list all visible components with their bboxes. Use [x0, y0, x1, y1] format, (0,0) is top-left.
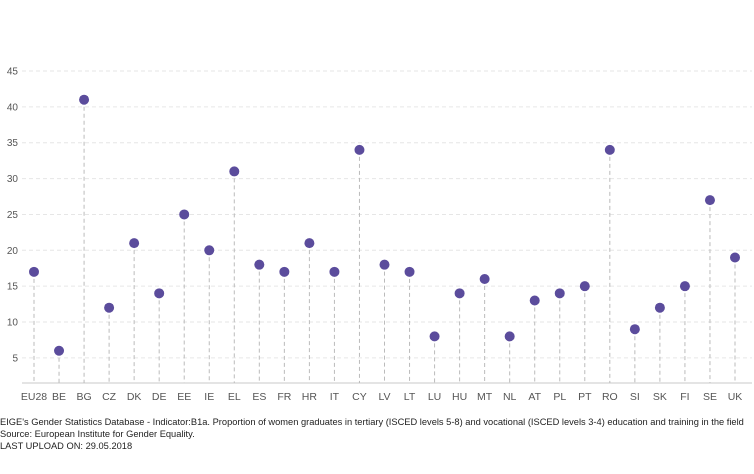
footer-source: Source: European Institute for Gender Eq… — [0, 429, 195, 439]
y-tick-label: 35 — [7, 138, 19, 149]
data-point-pt — [579, 281, 590, 292]
x-tick-label: ES — [252, 391, 266, 400]
y-tick-label: 10 — [7, 318, 19, 329]
x-tick-label: LV — [378, 391, 390, 400]
x-tick-label: FI — [680, 391, 689, 400]
x-tick-label: FR — [277, 391, 291, 400]
x-tick-label: IT — [330, 391, 340, 400]
data-point-nl — [504, 331, 515, 342]
x-tick-label: SE — [703, 391, 717, 400]
y-tick-label: 40 — [7, 102, 19, 113]
x-tick-label: UK — [728, 391, 743, 400]
data-point-be — [54, 345, 65, 356]
data-point-lt — [404, 266, 415, 277]
x-tick-label: PL — [553, 391, 566, 400]
lollipop-chart: 5 10 15 20 25 30 35 40 45 EU28 BE BG CZ DK DE EE IE EL ES F… — [7, 67, 752, 400]
x-tick-label: EU28 — [21, 391, 47, 400]
data-point-mt — [479, 274, 490, 284]
x-tick-label: NL — [503, 391, 517, 400]
data-point-se — [704, 195, 715, 206]
x-tick-label: EL — [228, 391, 241, 400]
data-point-cz — [104, 302, 115, 313]
y-tick-label: 30 — [7, 174, 19, 185]
footer-upload-date: LAST UPLOAD ON: 29.05.2018 — [0, 441, 133, 451]
data-point-fr — [279, 266, 290, 277]
x-tick-label: EE — [177, 391, 191, 400]
data-point-it — [329, 266, 340, 277]
x-tick-label: LT — [404, 391, 416, 400]
x-tick-label: RO — [602, 391, 618, 400]
data-point-cy — [354, 144, 365, 155]
x-tick-label: SK — [653, 391, 667, 400]
data-point-es — [254, 259, 265, 270]
x-tick-label: BE — [52, 391, 66, 400]
x-tick-label: AT — [528, 391, 541, 400]
x-tick-label: DE — [152, 391, 167, 400]
x-tick-label: DK — [127, 391, 142, 400]
data-point-hr — [304, 238, 315, 249]
data-point-at — [529, 295, 540, 306]
x-tick-label: LU — [428, 391, 441, 400]
x-tick-label: PT — [578, 391, 592, 400]
data-point-bg — [79, 94, 90, 105]
footer-indicator: EIGE's Gender Statistics Database - Indi… — [0, 417, 744, 427]
data-point-eu28 — [29, 266, 39, 277]
data-point-lv — [379, 259, 390, 270]
y-tick-label: 45 — [7, 67, 19, 78]
data-point-ro — [604, 144, 615, 155]
y-tick-label: 25 — [7, 210, 19, 221]
y-tick-label: 15 — [7, 282, 19, 293]
x-tick-label: HR — [302, 391, 318, 400]
data-point-sk — [654, 302, 665, 313]
x-tick-label: HU — [452, 391, 467, 400]
y-tick-label: 20 — [7, 246, 19, 257]
x-tick-label: CY — [352, 391, 367, 400]
data-point-pl — [554, 288, 565, 299]
x-tick-label: IE — [204, 391, 214, 400]
data-point-dk — [129, 238, 140, 249]
data-point-ie — [204, 245, 215, 256]
y-tick-label: 5 — [12, 353, 18, 364]
data-point-si — [629, 324, 640, 335]
data-point-de — [154, 288, 165, 299]
data-point-lu — [429, 331, 440, 342]
x-tick-label: BG — [76, 391, 91, 400]
x-tick-label: SI — [630, 391, 640, 400]
x-tick-label: CZ — [102, 391, 117, 400]
data-point-el — [229, 166, 240, 177]
data-point-uk — [730, 252, 740, 263]
data-point-hu — [454, 288, 465, 299]
data-point-fi — [679, 281, 690, 292]
x-tick-label: MT — [477, 391, 493, 400]
data-point-ee — [179, 209, 190, 220]
